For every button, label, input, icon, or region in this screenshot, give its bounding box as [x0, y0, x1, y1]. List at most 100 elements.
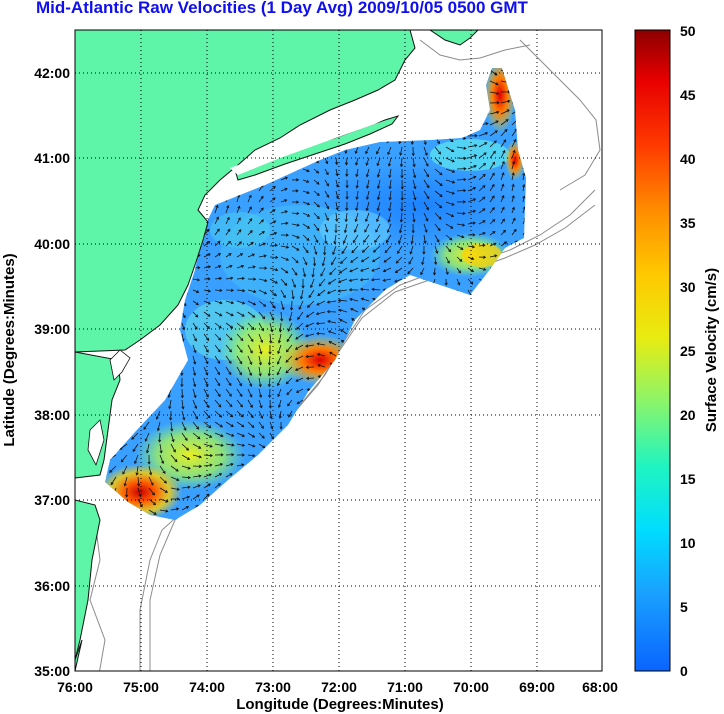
velocity-arrowhead: [503, 241, 508, 245]
velocity-arrow: [247, 377, 252, 387]
velocity-arrowhead: [383, 259, 387, 263]
velocity-arrow: [181, 322, 185, 330]
velocity-arrowhead: [220, 453, 224, 457]
velocity-arrow: [489, 172, 495, 181]
velocity-arrow: [295, 344, 304, 350]
velocity-arrow: [365, 212, 370, 222]
velocity-arrowhead: [507, 99, 511, 103]
velocity-arrow: [225, 322, 233, 329]
colorbar-tick-label: 0: [680, 663, 688, 679]
velocity-arrow: [445, 256, 450, 264]
colorbar-tick-label: 25: [680, 343, 696, 359]
velocity-arrow: [371, 267, 381, 272]
velocity-arrowhead: [229, 404, 233, 408]
velocity-arrow: [322, 256, 326, 266]
velocity-arrow: [423, 201, 429, 210]
velocity-arrow: [214, 277, 222, 280]
velocity-arrowhead: [360, 287, 364, 291]
velocity-arrowhead: [171, 439, 175, 443]
velocity-arrow: [280, 267, 288, 274]
velocity-arrow: [258, 255, 267, 258]
velocity-arrowhead: [288, 318, 292, 322]
velocity-arrowhead: [473, 175, 477, 179]
velocity-arrowhead: [365, 207, 369, 212]
velocity-arrowhead: [275, 255, 279, 260]
velocity-arrowhead: [163, 480, 167, 484]
velocity-arrow: [225, 205, 229, 214]
velocity-arrowhead: [287, 328, 291, 332]
velocity-arrowhead: [207, 253, 211, 257]
velocity-arrow: [313, 245, 317, 255]
velocity-arrowhead: [217, 393, 221, 398]
velocity-arrow: [170, 443, 176, 453]
velocity-arrow: [225, 253, 232, 258]
velocity-arrow: [192, 377, 196, 387]
velocity-arrowhead: [195, 416, 198, 420]
velocity-arrowhead: [253, 277, 257, 281]
velocity-arrowhead: [205, 394, 209, 398]
velocity-arrowhead: [180, 372, 184, 377]
velocity-arrowhead: [423, 240, 427, 244]
velocity-arrow: [434, 157, 442, 165]
velocity-arrow: [280, 311, 283, 321]
velocity-arrowhead: [494, 130, 498, 134]
velocity-arrow: [247, 289, 256, 293]
velocity-arrowhead: [471, 245, 476, 249]
velocity-arrow: [124, 476, 128, 486]
velocity-arrow: [269, 432, 274, 440]
velocity-arrowhead: [239, 372, 242, 376]
velocity-arrow: [445, 267, 449, 275]
velocity-arrow: [377, 168, 381, 178]
velocity-arrowhead: [168, 406, 172, 410]
velocity-arrowhead: [400, 197, 404, 201]
velocity-arrow: [398, 234, 403, 244]
velocity-arrowhead: [355, 207, 359, 212]
velocity-arrow: [329, 351, 337, 357]
velocity-arrowhead: [285, 257, 290, 261]
velocity-arrowhead: [258, 362, 262, 366]
velocity-arrow: [478, 163, 486, 170]
velocity-arrow: [214, 205, 218, 214]
velocity-arrowhead: [237, 205, 241, 209]
y-axis-label: Latitude (Degrees:Minutes): [1, 253, 18, 446]
velocity-arrow: [236, 333, 244, 341]
velocity-arrowhead: [198, 464, 203, 468]
velocity-arrow: [349, 298, 359, 302]
velocity-arrowhead: [400, 208, 404, 212]
x-tick-label: 68:00: [582, 679, 618, 695]
velocity-arrow: [434, 190, 443, 197]
velocity-arrow: [181, 443, 189, 451]
velocity-arrow: [306, 311, 315, 318]
velocity-arrowhead: [110, 482, 114, 486]
velocity-arrowhead: [218, 404, 222, 408]
velocity-arrow: [377, 179, 381, 189]
velocity-arrow: [137, 487, 141, 497]
velocity-arrow: [279, 410, 282, 419]
velocity-arrowhead: [294, 357, 299, 361]
velocity-arrowhead: [184, 437, 188, 442]
velocity-arrowhead: [131, 436, 135, 440]
velocity-arrow: [258, 388, 262, 398]
velocity-arrowhead: [294, 346, 299, 350]
velocity-arrow: [489, 130, 498, 137]
velocity-arrow: [366, 179, 370, 189]
velocity-arrowhead: [226, 216, 230, 220]
velocity-arrow: [456, 190, 466, 192]
velocity-arrow: [511, 161, 515, 170]
colorbar-ticks: 50 45 40 35 30 25 20 15 10 5 0: [680, 23, 696, 679]
velocity-arrowhead: [186, 495, 191, 499]
velocity-arrowhead: [501, 172, 505, 176]
velocity-arrowhead: [286, 392, 290, 396]
velocity-arrowhead: [432, 272, 437, 276]
velocity-arrow: [258, 399, 262, 408]
colorbar: [634, 29, 671, 672]
velocity-arrowhead: [228, 349, 232, 353]
velocity-arrowhead: [482, 208, 486, 212]
velocity-arrowhead: [239, 404, 243, 408]
velocity-arrowhead: [397, 250, 400, 254]
velocity-arrowhead: [271, 317, 275, 321]
velocity-arrowhead: [287, 403, 291, 407]
velocity-arrow: [412, 201, 416, 211]
velocity-arrow: [302, 223, 310, 229]
velocity-arrow: [247, 454, 255, 457]
